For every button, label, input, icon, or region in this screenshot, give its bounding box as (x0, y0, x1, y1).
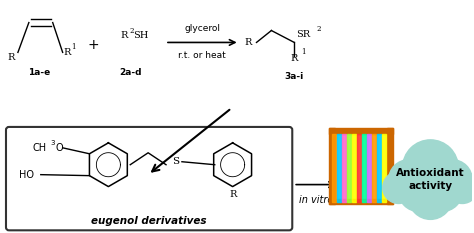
Text: 1: 1 (301, 48, 305, 56)
Text: 2: 2 (316, 24, 320, 33)
Bar (332, 134, 336, 202)
Circle shape (447, 172, 474, 203)
Bar (329, 128, 335, 205)
Text: 2a-d: 2a-d (119, 68, 142, 77)
Bar (377, 134, 381, 202)
Text: R: R (229, 190, 237, 199)
Bar (372, 134, 376, 202)
Bar (367, 134, 371, 202)
Text: HO: HO (19, 170, 34, 180)
Text: R: R (244, 38, 252, 47)
Text: SH: SH (133, 31, 149, 40)
Text: 1a-e: 1a-e (27, 68, 50, 77)
Bar (387, 128, 392, 205)
Circle shape (402, 140, 458, 195)
Bar (337, 134, 341, 202)
Text: in vitro: in vitro (299, 195, 333, 205)
Bar (329, 128, 392, 134)
Bar (342, 134, 346, 202)
Text: R: R (120, 31, 128, 40)
Text: Antioxidant
activity: Antioxidant activity (396, 168, 465, 191)
Bar (329, 199, 392, 205)
FancyBboxPatch shape (6, 127, 292, 230)
Text: glycerol: glycerol (184, 24, 220, 33)
Text: R: R (7, 53, 15, 62)
Bar (362, 134, 366, 202)
Text: 3a-i: 3a-i (284, 72, 304, 81)
Text: O: O (55, 143, 64, 153)
Text: SR: SR (296, 30, 310, 39)
Circle shape (432, 160, 472, 199)
Text: +: + (88, 38, 99, 52)
Circle shape (383, 172, 415, 203)
Text: CH: CH (33, 143, 47, 153)
Text: eugenol derivatives: eugenol derivatives (91, 216, 207, 226)
Text: 2: 2 (129, 27, 134, 34)
Bar (357, 134, 361, 202)
Bar (382, 134, 386, 202)
Text: r.t. or heat: r.t. or heat (178, 51, 226, 60)
Bar (352, 134, 356, 202)
Bar (347, 134, 351, 202)
Text: R: R (291, 54, 298, 63)
Circle shape (422, 172, 462, 211)
Text: R: R (63, 48, 70, 57)
Text: S: S (173, 157, 180, 166)
Text: 1: 1 (71, 43, 76, 51)
Circle shape (409, 176, 452, 219)
Text: 3: 3 (51, 140, 55, 146)
Circle shape (389, 160, 428, 199)
Circle shape (399, 172, 438, 211)
